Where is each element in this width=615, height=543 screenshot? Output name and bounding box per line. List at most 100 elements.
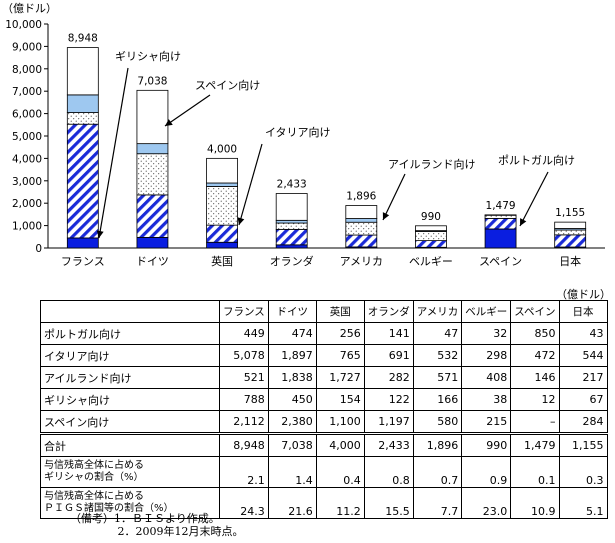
callout-arrow [238,143,263,226]
table-row: 合計 8,948 7,038 4,000 2,433 1,896 990 1,479 1,155 [40,432,608,457]
x-category-label: 日本 [559,254,581,268]
bar-segment [415,240,447,248]
row-label-line: 与信残高全体に占める [44,491,144,502]
bar-total-label: 4,000 [207,143,237,155]
table-cell: 691 [363,344,414,367]
y-tick-label: 10,000 [5,19,42,31]
col-header: 英国 [315,300,365,323]
table-cell: 2.1 [219,456,269,488]
callout-arrowhead [237,217,245,225]
x-category-label: フランス [61,255,105,268]
table-cell: 2,380 [267,410,317,434]
y-tick-label: 8,000 [12,64,42,76]
table-cell: 5.1 [558,487,608,519]
callout-arrow [519,171,549,227]
table-cell: 0.4 [315,456,365,488]
callout-arrowhead [382,212,390,220]
bar-segment [136,153,169,196]
table-cell: 215 [461,410,512,434]
table-cell: 12 [510,388,560,411]
col-header: スペイン [510,300,560,323]
callout-arrow [98,67,129,239]
bar-segment [206,186,238,226]
row-label: イタリア向け [40,344,220,367]
bar-segment [415,231,447,242]
bar-segment [66,94,99,113]
bar-segment [415,225,447,232]
table-row: ポルトガル向け 449 474 256 141 47 32 850 43 [40,322,608,345]
table-cell: 284 [558,410,608,434]
table-cell: 24.3 [219,487,269,519]
row-label: 合計 [40,432,220,457]
table-cell: 141 [363,322,414,345]
bar-segment [554,221,587,229]
table-cell: 2,433 [363,432,414,457]
table-cell: 256 [315,322,365,345]
table-cell: 850 [510,322,560,345]
bar-segment [345,234,378,248]
bar-segment [275,244,308,249]
table-cell: 7,038 [267,432,317,457]
table-cell: 122 [363,388,414,411]
table-cell: 765 [315,344,365,367]
row-label: スペイン向け [40,410,220,434]
row-label: ポルトガル向け [40,322,220,345]
bar-total-label: 1,896 [346,191,376,203]
table-cell: 472 [510,344,560,367]
bar-segment [345,221,378,236]
table-cell: 146 [510,366,560,389]
y-tick-label: 0 [35,243,42,255]
col-header: 日本 [558,300,608,323]
table-cell: 217 [558,366,608,389]
y-tick-label: 2,000 [12,198,42,210]
row-label-line: 与信残高全体に占める [44,460,144,471]
table-cell: 1.4 [267,456,317,488]
bar-segment [275,193,308,221]
series-callout-label: イタリア向け [265,125,331,139]
table-row: アイルランド向け 521 1,838 1,727 282 571 408 146 217 [40,366,608,389]
table-cell: 282 [363,366,414,389]
table-cell: 5,078 [219,344,269,367]
callout-arrow [164,94,211,127]
bar-segment [484,228,517,249]
bar-segment [66,47,99,96]
row-label: 与信残高全体に占める ギリシャの割合（%） [40,456,220,488]
table-cell: 11.2 [315,487,365,519]
table-cell: 408 [461,366,512,389]
table-cell: 544 [558,344,608,367]
table-cell: 298 [461,344,512,367]
table-row: イタリア向け 5,078 1,897 765 691 532 298 472 544 [40,344,608,367]
table-cell: 47 [412,322,463,345]
series-callout-label: アイルランド向け [388,157,475,171]
bar-segment [206,157,238,184]
table-cell: 10.9 [510,487,560,519]
y-axis-unit: （億ドル） [2,2,57,15]
bar-segment [136,89,169,145]
bar-segment [345,218,378,223]
table-cell: 166 [412,388,463,411]
x-category-label: ベルギー [409,255,453,268]
bar-total-label: 7,038 [137,75,167,87]
col-header: アメリカ [412,300,463,323]
table-cell: 1,197 [363,410,414,434]
bar-segment [275,228,308,246]
x-category-label: アメリカ [340,255,383,268]
x-category-label: スペイン [479,255,522,268]
row-label-line: ＰＩＧＳ諸国等の割合（%） [44,503,174,514]
bar-segment [136,143,169,155]
bar-segment [484,217,517,230]
note-line: 2．2009年12月末時点。 [70,525,244,538]
bar-total-label: 2,433 [277,179,307,191]
table-cell: 532 [412,344,463,367]
row-label-line: ギリシャの割合（%） [44,472,144,483]
bar-segment [554,234,587,248]
table-cell: 32 [461,322,512,345]
table-cell: 788 [219,388,269,411]
table-cell: 15.5 [363,487,414,519]
col-header: フランス [219,300,269,323]
row-label: アイルランド向け [40,366,220,389]
y-tick-label: 7,000 [12,86,42,98]
table-row: スペイン向け 2,112 2,380 1,100 1,197 580 215–284 [40,410,608,434]
table-cell: – [510,410,560,434]
col-header: ベルギー [461,300,512,323]
